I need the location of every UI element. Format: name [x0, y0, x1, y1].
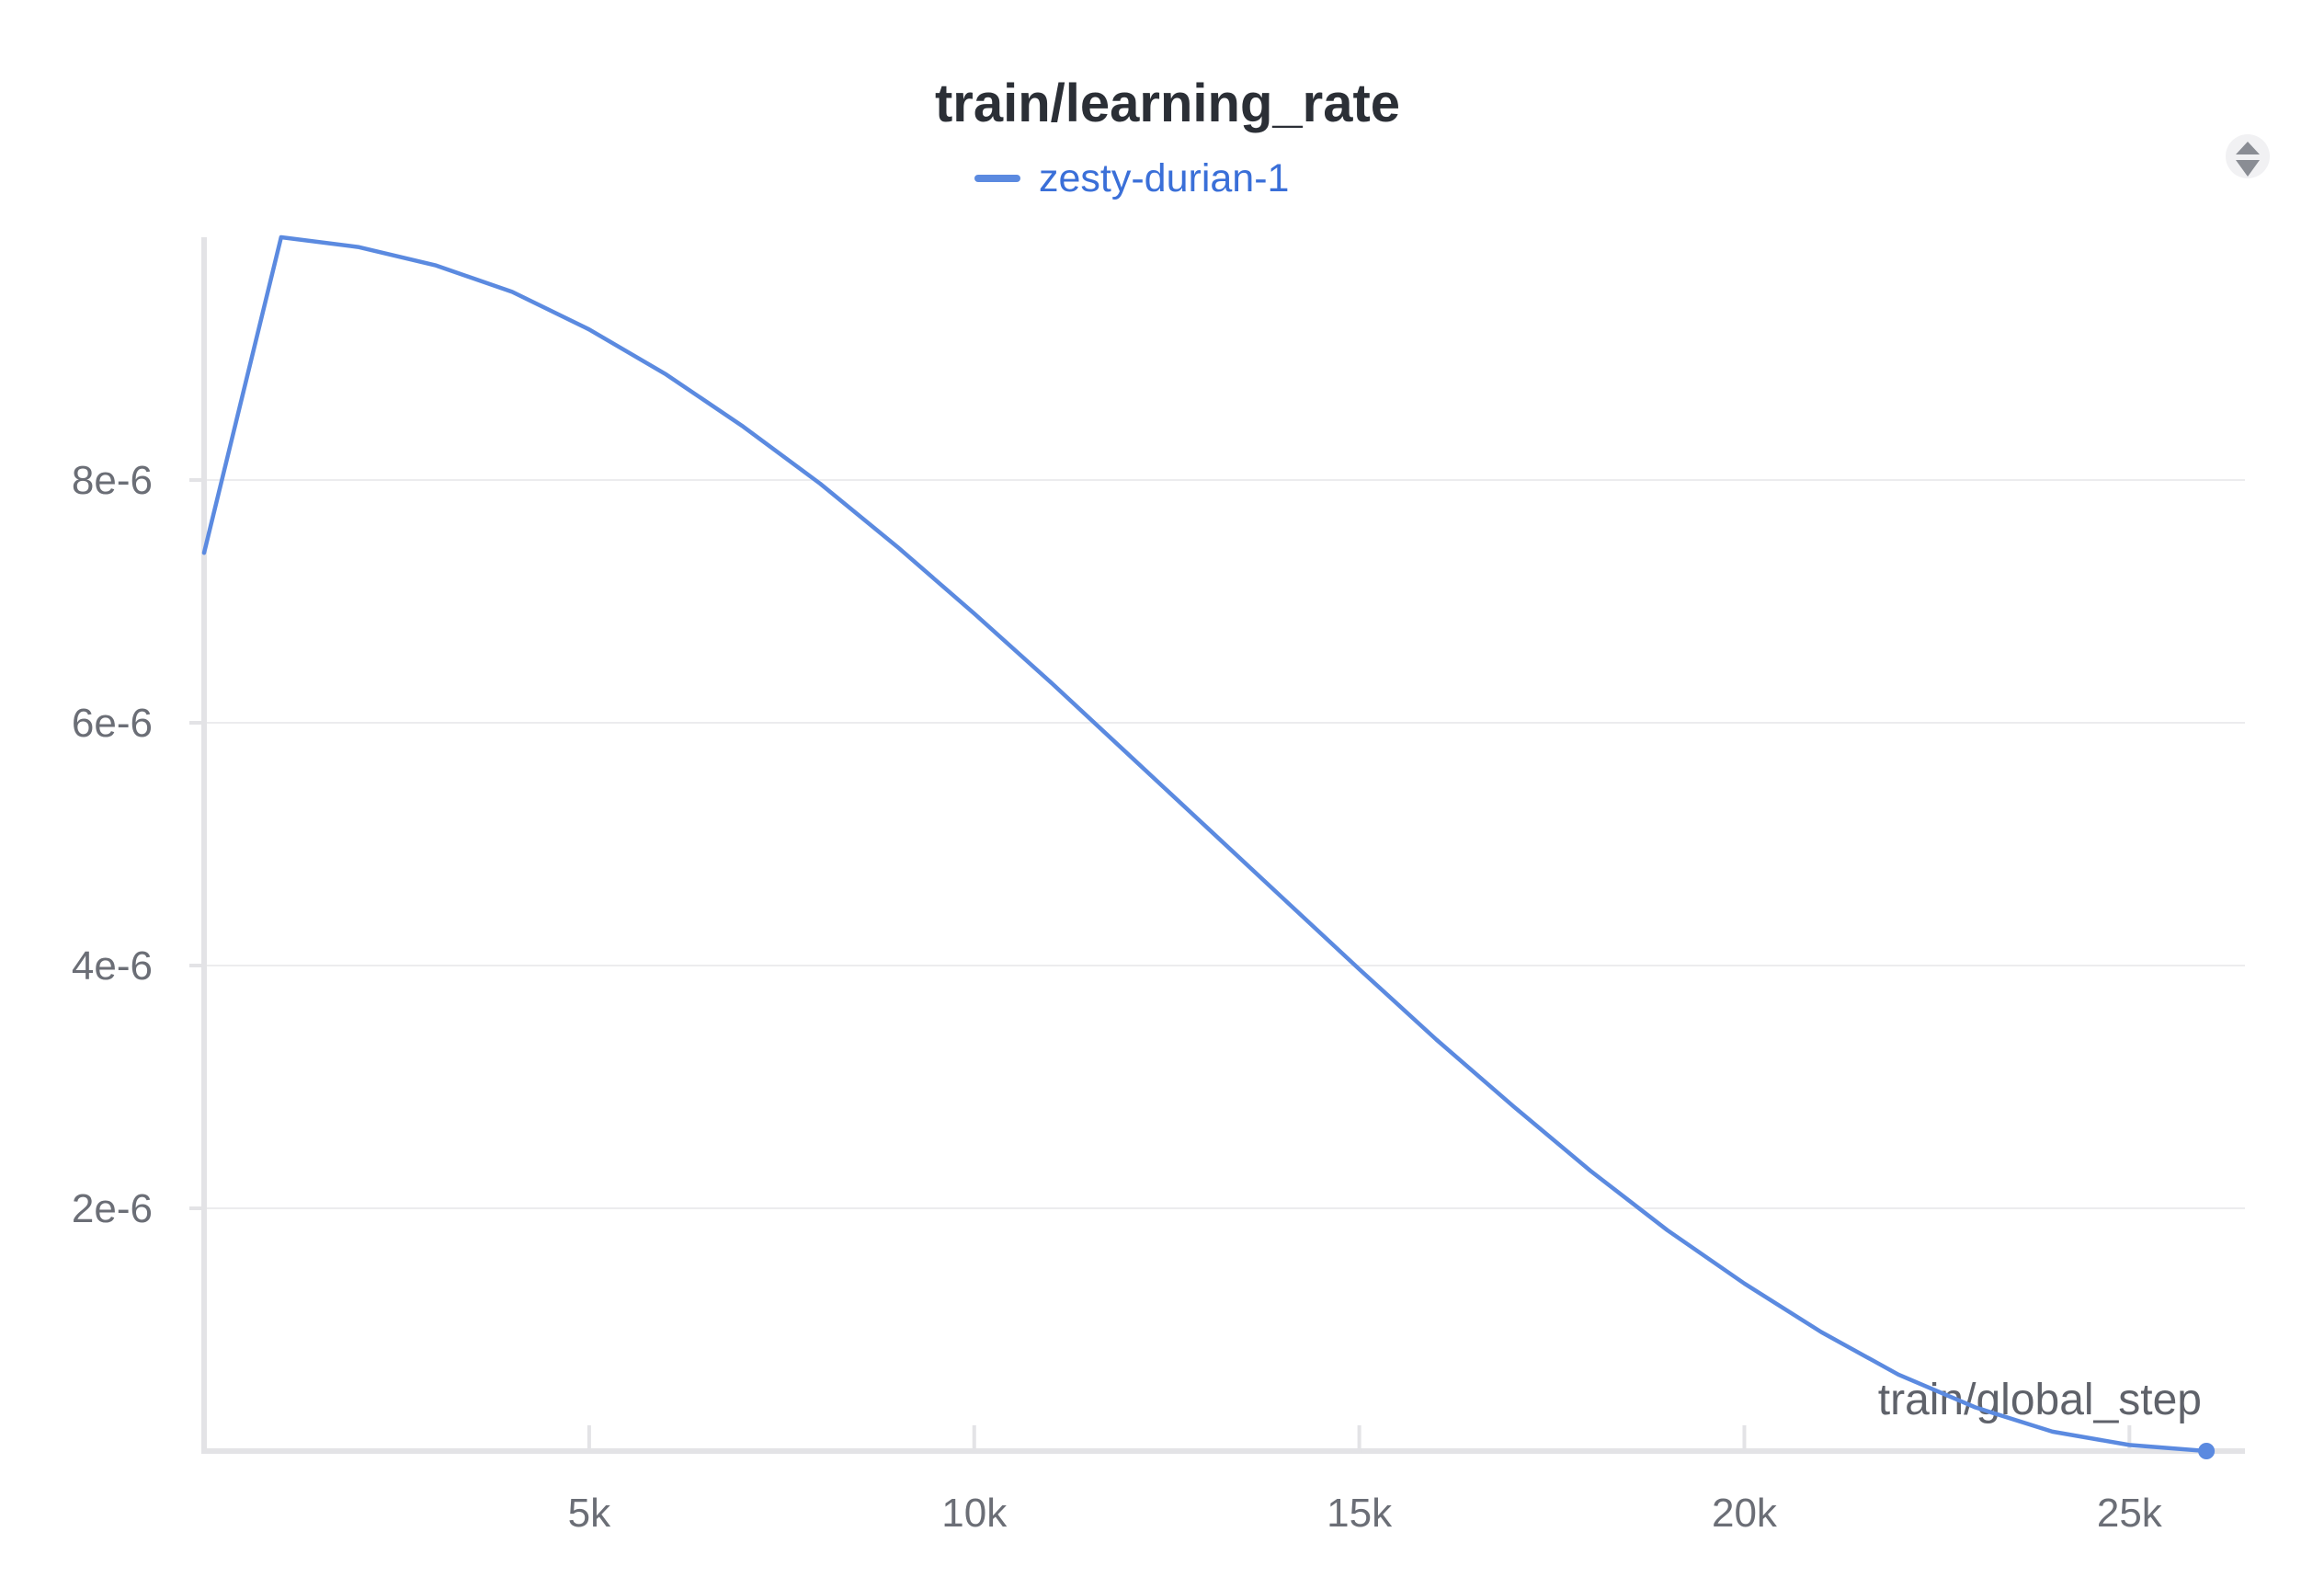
- x-axis-label: train/global_step: [1878, 1376, 2202, 1424]
- x-tick-label: 15k: [1327, 1491, 1393, 1536]
- series-layer: [201, 234, 2216, 1459]
- x-tick-label: 10k: [941, 1491, 1008, 1536]
- grid-lines: [204, 479, 2245, 1209]
- legend-label: zesty-durian-1: [1039, 156, 1289, 200]
- axes: [201, 237, 2245, 1454]
- y-tick-label: 8e-6: [72, 458, 153, 503]
- x-tick-label: 25k: [2097, 1491, 2163, 1536]
- x-tick-label: 20k: [1712, 1491, 1778, 1536]
- y-axis-ticks: 2e-6 4e-6 6e-6 8e-6: [72, 458, 204, 1231]
- chart-title: train/learning_rate: [935, 74, 1400, 133]
- y-tick-label: 6e-6: [72, 701, 153, 746]
- y-tick-label: 2e-6: [72, 1186, 153, 1231]
- sort-toggle-icon[interactable]: [2226, 134, 2270, 178]
- series-line: [201, 234, 2209, 1454]
- legend[interactable]: zesty-durian-1: [974, 156, 1289, 200]
- x-axis-ticks: 5k 10k 15k 20k 25k: [568, 1425, 2163, 1536]
- y-tick-label: 4e-6: [72, 943, 153, 989]
- x-tick-label: 5k: [568, 1491, 611, 1536]
- series-end-point: [2198, 1443, 2216, 1459]
